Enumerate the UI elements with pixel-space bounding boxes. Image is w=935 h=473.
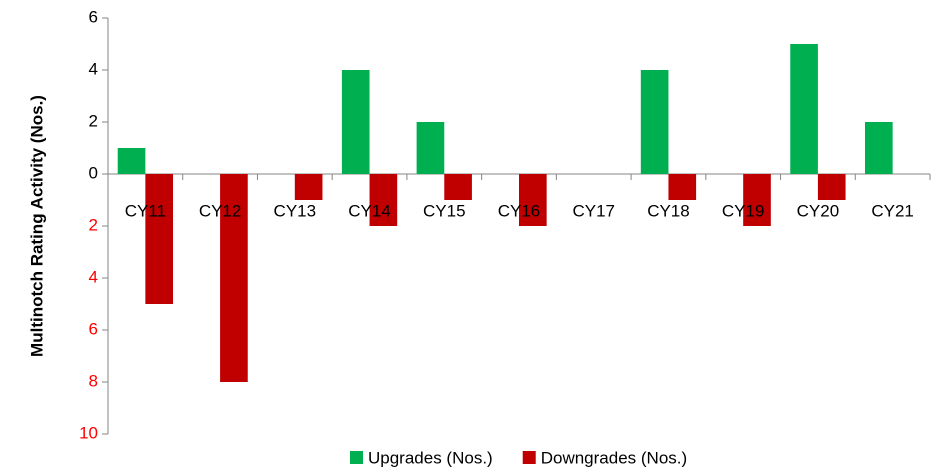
bar: [668, 174, 697, 200]
y-tick-label: 10: [79, 423, 98, 442]
bar: [817, 174, 846, 200]
y-axis-title: Multinotch Rating Activity (Nos.): [27, 95, 46, 357]
bar: [416, 122, 445, 174]
bar: [117, 148, 146, 174]
bar: [790, 44, 818, 174]
legend-label: Downgrades (Nos.): [541, 448, 687, 467]
bar: [519, 174, 547, 226]
x-tick-label: CY15: [423, 201, 466, 220]
x-tick-label: CY17: [572, 201, 615, 220]
x-tick-label: CY11: [125, 201, 166, 220]
y-tick-label: 0: [89, 163, 98, 182]
bar: [220, 174, 248, 382]
bar: [145, 174, 174, 304]
x-tick-label: CY14: [348, 201, 391, 220]
x-tick-label: CY18: [647, 201, 690, 220]
bar: [743, 174, 771, 226]
x-tick-label: CY19: [722, 201, 765, 220]
y-tick-label: 2: [89, 111, 98, 130]
bar: [640, 70, 669, 174]
legend-swatch: [350, 451, 363, 464]
x-tick-label: CY16: [498, 201, 541, 220]
bar: [444, 174, 472, 200]
bar: [369, 174, 398, 226]
y-tick-label: 6: [89, 7, 98, 26]
legend-swatch: [522, 451, 536, 464]
y-tick-label: 4: [89, 59, 98, 78]
y-tick-label: 2: [89, 215, 98, 234]
legend-label: Upgrades (Nos.): [368, 448, 493, 467]
x-tick-label: CY13: [274, 201, 317, 220]
bar: [341, 70, 370, 174]
x-tick-label: CY20: [797, 201, 840, 220]
y-tick-label: 8: [89, 371, 98, 390]
bar: [294, 174, 323, 200]
y-tick-label: 6: [89, 319, 98, 338]
bar: [864, 122, 893, 174]
x-tick-label: CY21: [871, 201, 914, 220]
x-tick-label: CY12: [199, 201, 242, 220]
y-tick-label: 4: [89, 267, 98, 286]
